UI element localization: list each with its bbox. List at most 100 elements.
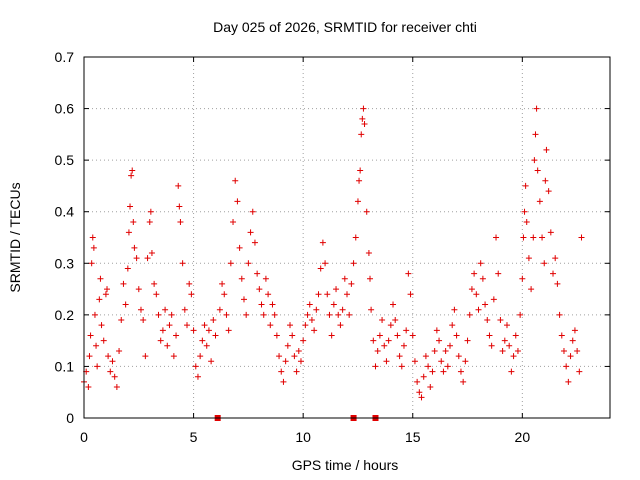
data-point: [357, 167, 364, 174]
data-point: [565, 378, 572, 385]
data-point: [240, 296, 247, 303]
data-point: [111, 373, 118, 380]
data-point: [346, 311, 353, 318]
data-point: [522, 182, 529, 189]
data-point: [142, 353, 149, 360]
y-tick-label: 0.2: [55, 307, 75, 323]
data-point: [302, 322, 309, 329]
data-point: [162, 306, 169, 313]
data-point: [560, 347, 567, 354]
data-point: [569, 337, 576, 344]
data-point: [122, 301, 129, 308]
data-point: [236, 244, 243, 251]
data-point: [276, 353, 283, 360]
data-point: [381, 342, 388, 349]
data-point: [120, 280, 127, 287]
data-point: [493, 234, 500, 241]
data-point: [411, 358, 418, 365]
data-point: [94, 363, 101, 370]
data-point: [574, 347, 581, 354]
x-tick-label: 5: [190, 429, 198, 445]
data-point: [175, 182, 182, 189]
chart-title: Day 025 of 2026, SRMTID for receiver cht…: [213, 19, 477, 35]
plot-frame: [83, 56, 611, 419]
data-point: [245, 260, 252, 267]
x-axis-title: GPS time / hours: [292, 457, 399, 473]
data-point: [556, 311, 563, 318]
data-point: [533, 105, 540, 112]
data-point: [219, 280, 226, 287]
data-point: [528, 286, 535, 293]
data-point: [460, 378, 467, 385]
data-point: [477, 260, 484, 267]
data-point: [394, 332, 401, 339]
data-point: [387, 322, 394, 329]
data-point: [486, 332, 493, 339]
data-point: [447, 342, 454, 349]
data-point: [531, 157, 538, 164]
data-point: [203, 342, 210, 349]
data-point: [232, 177, 239, 184]
data-point: [466, 311, 473, 318]
data-point: [129, 167, 136, 174]
data-point: [271, 311, 278, 318]
data-point: [359, 115, 366, 122]
data-point: [422, 353, 429, 360]
data-point: [405, 270, 412, 277]
y-tick-label: 0.5: [55, 152, 75, 168]
data-point: [98, 322, 105, 329]
data-point: [153, 291, 160, 298]
data-point: [249, 208, 256, 215]
data-points: [81, 105, 585, 421]
data-point: [392, 317, 399, 324]
data-point: [265, 291, 272, 298]
data-point: [536, 198, 543, 205]
data-point: [322, 260, 329, 267]
data-point: [471, 270, 478, 277]
y-tick-label: 0.1: [55, 358, 75, 374]
data-point: [563, 363, 570, 370]
data-point: [85, 384, 92, 391]
data-point: [497, 317, 504, 324]
data-point: [427, 384, 434, 391]
data-point: [376, 332, 383, 339]
data-point: [297, 358, 304, 365]
data-point: [400, 342, 407, 349]
data-point: [352, 234, 359, 241]
data-point: [534, 167, 541, 174]
data-point: [100, 337, 107, 344]
data-point: [333, 286, 340, 293]
data-point: [315, 291, 322, 298]
data-point: [221, 291, 228, 298]
data-point: [199, 337, 206, 344]
data-point: [341, 275, 348, 282]
data-point: [409, 332, 416, 339]
data-point: [91, 311, 98, 318]
data-point: [506, 342, 513, 349]
data-point: [194, 373, 201, 380]
data-point: [97, 275, 104, 282]
data-point: [157, 337, 164, 344]
data-point: [576, 368, 583, 375]
data-point: [530, 234, 537, 241]
data-point: [455, 353, 462, 360]
data-point: [179, 260, 186, 267]
data-point: [462, 358, 469, 365]
data-point: [372, 363, 379, 370]
data-point: [238, 275, 245, 282]
data-point: [293, 368, 300, 375]
data-point: [374, 347, 381, 354]
data-point: [361, 121, 368, 128]
y-axis-title: SRMTID / TECUs: [7, 182, 23, 292]
data-point: [510, 353, 517, 360]
data-point: [212, 332, 219, 339]
data-point: [133, 255, 140, 262]
data-point: [256, 286, 263, 293]
data-point: [512, 332, 519, 339]
data-point: [457, 368, 464, 375]
y-tick-label: 0.4: [55, 204, 75, 220]
data-point: [144, 255, 151, 262]
x-tick-label: 10: [295, 429, 311, 445]
data-point: [344, 291, 350, 298]
